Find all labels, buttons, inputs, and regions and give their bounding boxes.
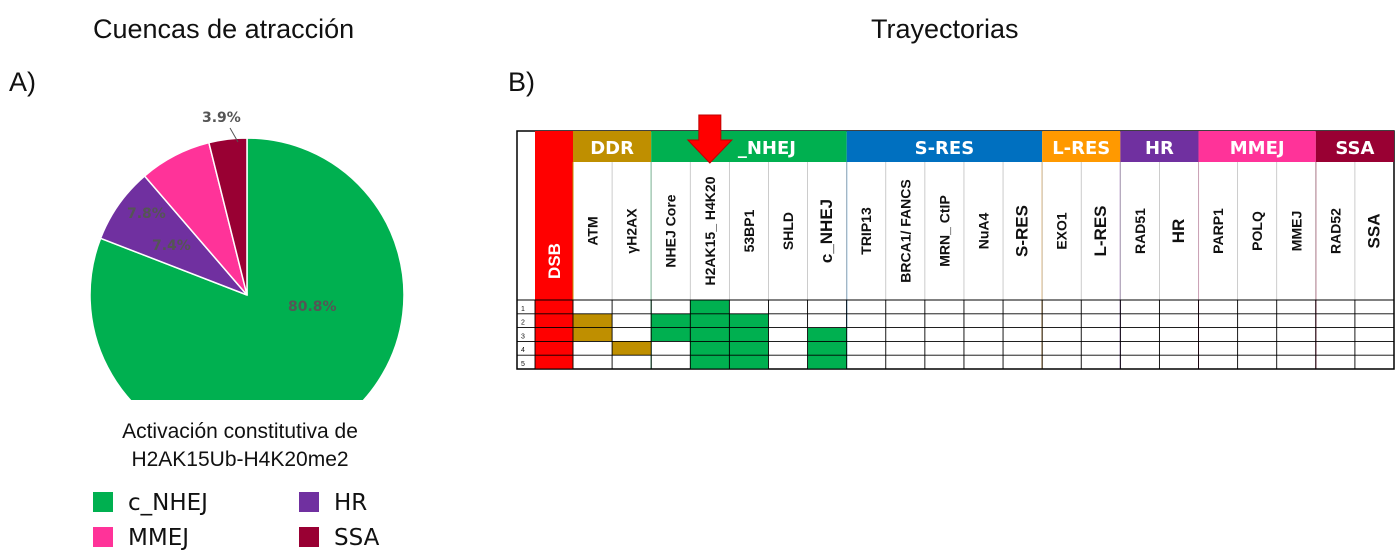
active-cell xyxy=(573,327,613,342)
pie-subtitle-line1: Activación constitutiva de xyxy=(122,420,358,443)
column-header-12: EXO1 xyxy=(1054,212,1070,250)
pie-slice-ssa xyxy=(207,137,248,296)
column-header-10: NuA4 xyxy=(976,213,992,250)
dsb-column xyxy=(535,131,573,369)
column-header-6: c_NHEJ xyxy=(817,199,836,263)
active-cell xyxy=(807,341,847,356)
pie-label-ssa: 3.9% xyxy=(202,110,241,126)
active-cell xyxy=(651,313,691,328)
legend-label: SSA xyxy=(334,525,380,551)
column-header-18: MMEJ xyxy=(1288,211,1304,251)
column-header-8: BRCA1/ FANCS xyxy=(897,179,913,282)
row-number: 1 xyxy=(521,306,525,313)
legend-swatch xyxy=(93,492,113,512)
group-label: S-RES xyxy=(915,138,975,159)
group-label: DDR xyxy=(590,138,634,159)
row-number: 2 xyxy=(521,320,525,327)
column-header-0: ATM xyxy=(585,216,601,245)
active-cell xyxy=(729,355,769,369)
column-header-19: RAD52 xyxy=(1327,208,1343,254)
group-label: SSA xyxy=(1335,138,1374,159)
column-header-15: HR xyxy=(1169,219,1188,244)
active-cell xyxy=(690,341,730,356)
column-header-16: PARP1 xyxy=(1210,208,1226,254)
active-cell xyxy=(651,327,691,342)
pie-leader-line xyxy=(229,127,239,143)
column-header-1: γH2AX xyxy=(624,208,640,254)
legend-swatch xyxy=(93,527,113,547)
group-header-mmej xyxy=(1198,131,1316,162)
row-number: 4 xyxy=(521,347,525,354)
active-cell xyxy=(690,355,730,369)
column-header-11: S-RES xyxy=(1013,205,1032,257)
active-cell xyxy=(729,313,769,328)
legend-item-c-nhej: c_NHEJ xyxy=(93,490,208,516)
active-cell xyxy=(807,327,847,342)
pie-label-c-nhej: 80.8% xyxy=(288,299,337,315)
legend-swatch xyxy=(299,492,319,512)
group-label: L-RES xyxy=(1052,138,1110,159)
highlight-arrow-icon xyxy=(686,114,734,164)
legend-label: c_NHEJ xyxy=(128,490,208,516)
pie-label-hr: 7.8% xyxy=(127,206,166,222)
pie-chart: 80.8% 7.8% 7.4% 3.9% xyxy=(90,110,405,400)
dsb-label: DSB xyxy=(545,243,564,279)
active-cell xyxy=(573,313,613,328)
active-cell xyxy=(807,355,847,369)
column-header-9: MRN_ CtIP xyxy=(936,195,952,267)
active-cell xyxy=(690,327,730,342)
legend-item-ssa: SSA xyxy=(299,525,379,551)
column-header-2: NHEJ Core xyxy=(663,194,679,267)
active-cell xyxy=(729,327,769,342)
group-label: _NHEJ xyxy=(738,138,796,159)
active-cell xyxy=(729,341,769,356)
group-header-l-res xyxy=(1042,131,1121,162)
panel-label-b: B) xyxy=(508,67,535,97)
legend-label: MMEJ xyxy=(128,525,190,551)
column-header-5: SHLD xyxy=(780,212,796,250)
legend-item-hr: HR xyxy=(299,490,367,516)
column-header-17: POLQ xyxy=(1249,211,1265,251)
column-header-4: 53BP1 xyxy=(741,209,757,252)
legend-item-mmej: MMEJ xyxy=(93,525,189,551)
group-label: HR xyxy=(1145,138,1174,159)
group-label: MMEJ xyxy=(1230,138,1285,159)
right-heading: Trayectorias xyxy=(871,14,1019,44)
group-header-s-res xyxy=(846,131,1043,162)
column-header-20: SSA xyxy=(1364,214,1383,249)
column-header-14: RAD51 xyxy=(1132,208,1148,254)
column-header-7: TRIP13 xyxy=(858,207,874,255)
legend-label: HR xyxy=(334,490,368,516)
column-header-13: L-RES xyxy=(1091,206,1110,257)
panel-label-a: A) xyxy=(9,67,36,97)
pie-subtitle: Activación constitutiva de H2AK15Ub-H4K2… xyxy=(60,418,420,474)
row-number: 3 xyxy=(521,333,525,340)
column-header-3: H2AK15_ H4K20 xyxy=(702,176,718,285)
group-header-nhej xyxy=(651,131,847,162)
pie-label-mmej: 7.4% xyxy=(152,238,191,254)
active-cell xyxy=(690,313,730,328)
left-heading: Cuencas de atracción xyxy=(93,14,355,44)
row-number: 5 xyxy=(521,361,525,368)
legend-swatch xyxy=(299,527,319,547)
group-header-ddr xyxy=(573,131,652,162)
group-header-hr xyxy=(1120,131,1199,162)
group-header-ssa xyxy=(1315,131,1394,162)
pie-subtitle-line2: H2AK15Ub-H4K20me2 xyxy=(131,448,349,471)
active-cell xyxy=(612,341,652,356)
active-cell xyxy=(690,300,730,314)
